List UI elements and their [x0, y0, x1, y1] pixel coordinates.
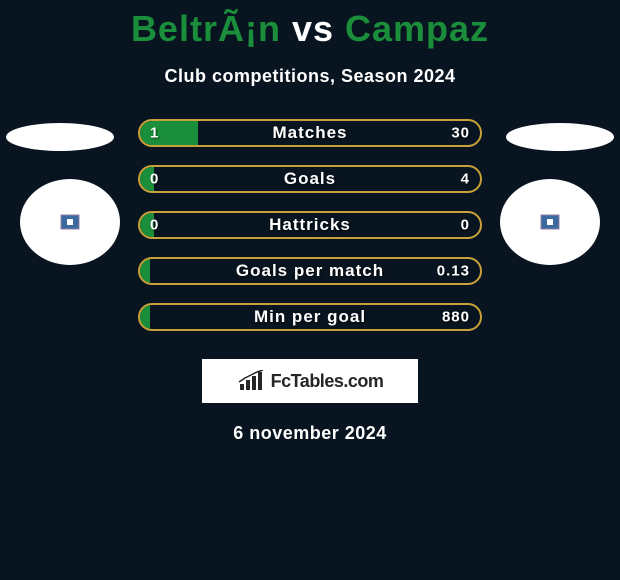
logo-text: FcTables.com	[271, 371, 384, 392]
shield-icon	[57, 213, 83, 231]
avatar-left-placeholder	[6, 123, 114, 151]
stat-bar: Min per goal 880	[138, 303, 482, 331]
stat-left-value: 0	[150, 171, 159, 188]
fctables-logo: FcTables.com	[202, 359, 418, 403]
comparison-content: 1 Matches 30 0 Goals 4 0 Hattricks 0 Goa…	[0, 119, 620, 444]
date-text: 6 november 2024	[0, 423, 620, 444]
stat-bar: 0 Goals 4	[138, 165, 482, 193]
stat-right-value: 0.13	[437, 263, 470, 280]
shield-icon	[537, 213, 563, 231]
club-crest-right	[500, 179, 600, 265]
stat-label: Goals per match	[236, 261, 384, 281]
stat-bar-fill	[140, 121, 198, 145]
club-crest-left	[20, 179, 120, 265]
stat-bar-fill	[140, 305, 150, 329]
stat-right-value: 880	[442, 309, 470, 326]
stat-label: Goals	[284, 169, 336, 189]
stat-bar: 0 Hattricks 0	[138, 211, 482, 239]
stat-label: Min per goal	[254, 307, 366, 327]
stat-bar: 1 Matches 30	[138, 119, 482, 147]
stat-label: Matches	[272, 123, 347, 143]
vs-text: vs	[292, 8, 334, 49]
stat-right-value: 0	[461, 217, 470, 234]
player1-name: BeltrÃ¡n	[131, 8, 281, 49]
stat-bar: Goals per match 0.13	[138, 257, 482, 285]
stat-left-value: 1	[150, 125, 159, 142]
stat-bar-fill	[140, 259, 150, 283]
avatar-right-placeholder	[506, 123, 614, 151]
stat-label: Hattricks	[269, 215, 351, 235]
stat-right-value: 4	[461, 171, 470, 188]
stat-left-value: 0	[150, 217, 159, 234]
chart-icon	[237, 370, 265, 392]
page-title: BeltrÃ¡n vs Campaz	[0, 0, 620, 50]
subtitle: Club competitions, Season 2024	[0, 66, 620, 87]
player2-name: Campaz	[345, 8, 489, 49]
stat-right-value: 30	[451, 125, 470, 142]
stat-bars: 1 Matches 30 0 Goals 4 0 Hattricks 0 Goa…	[138, 119, 482, 331]
